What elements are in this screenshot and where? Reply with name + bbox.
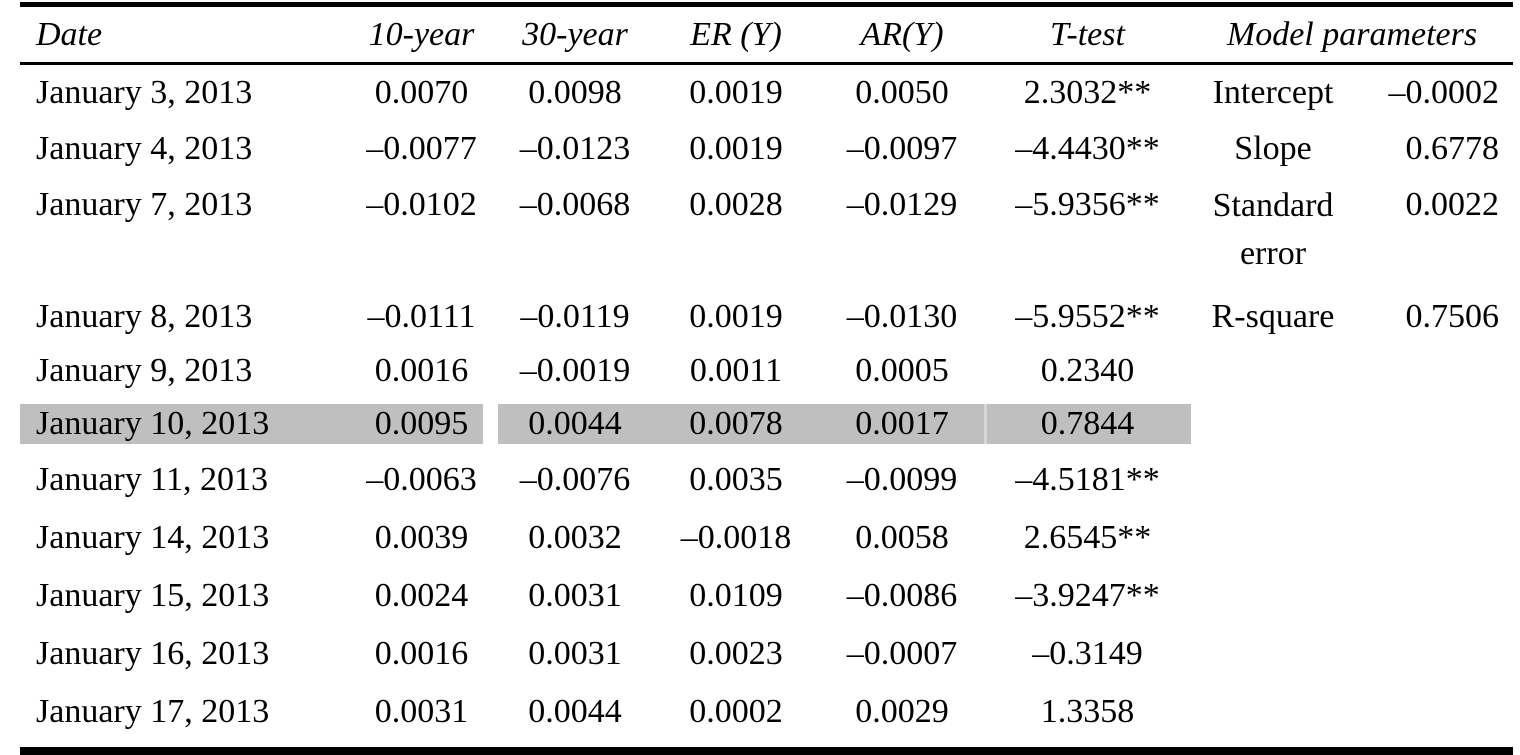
cell-10-year: 0.0070 <box>374 74 469 112</box>
cell-date: January 15, 2013 <box>36 577 270 615</box>
cell-er-y: 0.0002 <box>689 693 783 731</box>
cell-er-y: 0.0019 <box>689 298 783 336</box>
cell-30-year: 0.0044 <box>498 404 652 444</box>
cell-30-year: 0.0031 <box>528 577 622 615</box>
cell-30-year: –0.0119 <box>520 298 630 336</box>
cell-ar-y: 0.0005 <box>855 352 949 390</box>
table-row: January 7, 2013 –0.0102 –0.0068 0.0028 –… <box>20 177 1513 289</box>
table-row: January 11, 2013 –0.0063 –0.0076 0.0035 … <box>20 451 1513 509</box>
cell-ar-y: 0.0017 <box>820 404 984 444</box>
cell-date: January 14, 2013 <box>36 519 270 557</box>
cell-t-test: 0.2340 <box>1040 352 1135 390</box>
cell-er-y: 0.0035 <box>689 461 783 499</box>
cell-er-y: 0.0078 <box>652 404 820 444</box>
cell-date: January 17, 2013 <box>36 693 270 731</box>
cell-er-y: 0.0028 <box>689 186 783 223</box>
cell-30-year: 0.0031 <box>528 635 622 673</box>
cell-t-test: 2.6545** <box>1023 519 1152 557</box>
cell-date: January 10, 2013 <box>20 404 345 444</box>
cell-t-test: –4.5181** <box>1015 461 1160 499</box>
cell-date: January 8, 2013 <box>36 298 253 336</box>
cell-param-value: 0.7506 <box>1405 298 1500 336</box>
cell-ar-y: –0.0130 <box>846 298 958 336</box>
cell-t-test: –4.4430** <box>1015 130 1160 168</box>
highlighted-row: January 10, 2013 0.0095 0.0044 0.0078 0.… <box>20 397 1513 451</box>
cell-30-year: –0.0068 <box>519 186 631 223</box>
cell-er-y: 0.0011 <box>689 352 783 390</box>
cell-param-label: Slope <box>1234 130 1312 168</box>
header-model-parameters: Model parameters <box>1226 15 1478 53</box>
header-divider-rule <box>20 62 1513 65</box>
cell-10-year: 0.0095 <box>345 404 498 444</box>
cell-10-year: 0.0016 <box>374 352 469 390</box>
cell-ar-y: –0.0129 <box>846 186 958 223</box>
cell-date: January 7, 2013 <box>36 186 253 223</box>
header-date: Date <box>36 15 103 53</box>
table-row: January 15, 2013 0.0024 0.0031 0.0109 –0… <box>20 567 1513 625</box>
cell-ar-y: –0.0097 <box>846 130 958 168</box>
cell-ar-y: –0.0086 <box>846 577 958 615</box>
cell-30-year: 0.0032 <box>528 519 622 557</box>
table-row: January 16, 2013 0.0016 0.0031 0.0023 –0… <box>20 625 1513 683</box>
cell-10-year: –0.0077 <box>366 130 477 168</box>
cell-param-value: 0.0022 <box>1405 186 1500 223</box>
table-row: January 3, 2013 0.0070 0.0098 0.0019 0.0… <box>20 65 1513 121</box>
cell-er-y: 0.0019 <box>689 74 783 112</box>
cell-date: January 9, 2013 <box>36 352 253 390</box>
cell-ar-y: 0.0058 <box>855 519 949 557</box>
table-row: January 14, 2013 0.0039 0.0032 –0.0018 0… <box>20 509 1513 567</box>
table-row: January 17, 2013 0.0031 0.0044 0.0002 0.… <box>20 683 1513 741</box>
cell-30-year: 0.0044 <box>528 693 622 731</box>
cell-param-label: Standard error <box>1212 187 1334 272</box>
cell-param-label: R-square <box>1211 298 1335 336</box>
cell-t-test: 1.3358 <box>1040 693 1135 731</box>
table-row: January 9, 2013 0.0016 –0.0019 0.0011 0.… <box>20 345 1513 397</box>
table-row: January 8, 2013 –0.0111 –0.0119 0.0019 –… <box>20 289 1513 345</box>
cell-date: January 16, 2013 <box>36 635 270 673</box>
header-10-year: 10-year <box>368 15 475 53</box>
cell-t-test: –5.9356** <box>1015 186 1160 223</box>
top-rule <box>20 2 1513 7</box>
table-row: January 4, 2013 –0.0077 –0.0123 0.0019 –… <box>20 121 1513 177</box>
cell-ar-y: –0.0099 <box>846 461 958 499</box>
cell-date: January 4, 2013 <box>36 130 253 168</box>
cell-er-y: –0.0018 <box>680 519 792 557</box>
cell-t-test: –5.9552** <box>1015 298 1160 336</box>
table-header-row: Date 10-year 30-year ER (Y) AR(Y) T-test… <box>20 7 1513 62</box>
cell-t-test: 2.3032** <box>1023 74 1152 112</box>
bottom-rule <box>20 747 1513 755</box>
header-ar-y: AR(Y) <box>860 15 944 53</box>
cell-er-y: 0.0023 <box>689 635 783 673</box>
cell-er-y: 0.0019 <box>689 130 783 168</box>
cell-er-y: 0.0109 <box>689 577 783 615</box>
cell-param-label: Intercept <box>1212 74 1334 112</box>
cell-30-year: –0.0123 <box>519 130 631 168</box>
cell-10-year: –0.0102 <box>366 186 477 223</box>
cell-date: January 11, 2013 <box>36 461 268 499</box>
cell-30-year: –0.0076 <box>519 461 631 499</box>
cell-10-year: –0.0111 <box>367 298 476 336</box>
cell-ar-y: 0.0029 <box>855 693 949 731</box>
cell-30-year: 0.0098 <box>528 74 622 112</box>
cell-10-year: 0.0024 <box>374 577 469 615</box>
header-er-y: ER (Y) <box>690 15 782 53</box>
cell-ar-y: –0.0007 <box>846 635 958 673</box>
cell-30-year: –0.0019 <box>519 352 631 390</box>
cell-10-year: –0.0063 <box>366 461 477 499</box>
cell-t-test: 0.7844 <box>984 404 1191 444</box>
cell-10-year: 0.0016 <box>374 635 469 673</box>
cell-param-value: –0.0002 <box>1388 74 1500 112</box>
header-t-test: T-test <box>1050 15 1125 53</box>
cell-10-year: 0.0031 <box>374 693 469 731</box>
cell-ar-y: 0.0050 <box>855 74 949 112</box>
cell-date: January 3, 2013 <box>36 74 253 112</box>
header-30-year: 30-year <box>522 15 628 53</box>
cell-10-year: 0.0039 <box>374 519 469 557</box>
cell-param-value: 0.6778 <box>1405 130 1500 168</box>
statistics-table: Date 10-year 30-year ER (Y) AR(Y) T-test… <box>20 2 1513 755</box>
cell-t-test: –0.3149 <box>1032 635 1143 673</box>
cell-t-test: –3.9247** <box>1015 577 1160 615</box>
